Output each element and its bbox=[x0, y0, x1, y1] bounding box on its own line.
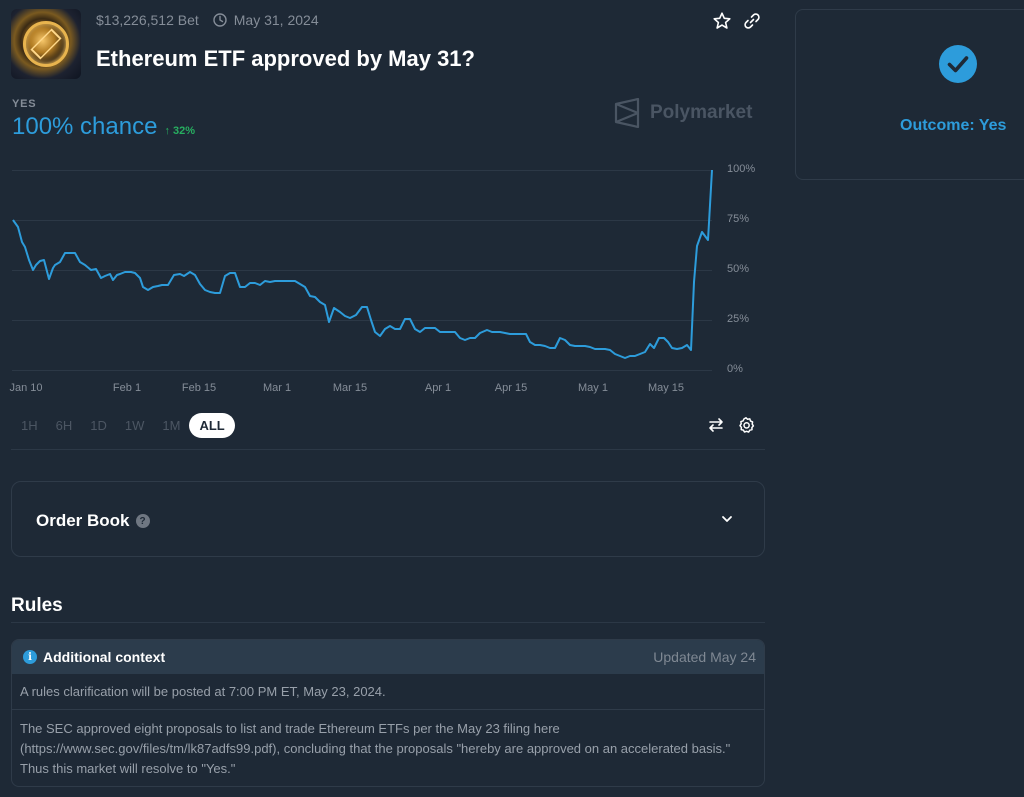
range-1h[interactable]: 1H bbox=[21, 418, 38, 433]
x-tick-label: Feb 1 bbox=[112, 382, 142, 394]
x-tick-label: May 1 bbox=[578, 382, 608, 394]
context-title-text: Additional context bbox=[43, 649, 166, 665]
chevron-down-icon[interactable] bbox=[720, 512, 734, 526]
range-all[interactable]: ALL bbox=[189, 413, 235, 438]
gear-icon[interactable] bbox=[737, 416, 755, 434]
context-title: i Additional context bbox=[23, 649, 165, 665]
order-book-title: Order Book ? bbox=[36, 511, 150, 531]
info-icon: i bbox=[23, 650, 37, 664]
outcome-text: Outcome: Yes bbox=[900, 117, 1007, 134]
x-tick-label: Feb 15 bbox=[181, 382, 217, 394]
market-actions bbox=[712, 11, 762, 31]
price-line bbox=[12, 169, 713, 359]
end-date-text: May 31, 2024 bbox=[233, 12, 319, 28]
y-tick-label: 0% bbox=[727, 363, 743, 375]
divider bbox=[11, 449, 765, 450]
time-range-selector: 1H 6H 1D 1W 1M ALL bbox=[12, 413, 235, 438]
chance-change: ↑ 32% bbox=[164, 125, 196, 137]
market-title: Ethereum ETF approved by May 31? bbox=[96, 46, 475, 71]
range-1m[interactable]: 1M bbox=[162, 418, 181, 433]
range-6h[interactable]: 6H bbox=[55, 418, 73, 433]
chart-tools bbox=[707, 416, 755, 434]
context-clarification: A rules clarification will be posted at … bbox=[12, 674, 764, 710]
market-thumbnail bbox=[11, 9, 81, 79]
y-tick-label: 100% bbox=[727, 163, 756, 175]
divider bbox=[11, 622, 765, 623]
context-updated: Updated May 24 bbox=[653, 649, 756, 665]
order-book-accordion[interactable]: Order Book ? bbox=[11, 481, 765, 557]
volume: $13,226,512 Bet bbox=[96, 12, 199, 28]
rules-heading: Rules bbox=[11, 595, 63, 616]
chart-plot bbox=[12, 169, 713, 371]
clock-icon bbox=[213, 13, 227, 27]
price-chart[interactable]: 100% 75% 50% 25% 0% Jan 10 Feb 1 Feb 15 Mar 1 Ma… bbox=[0, 160, 775, 400]
coin-ring bbox=[23, 21, 69, 67]
context-header: i Additional context Updated May 24 bbox=[12, 640, 764, 674]
link-icon[interactable] bbox=[742, 11, 762, 31]
y-tick-label: 25% bbox=[727, 313, 750, 325]
range-1w[interactable]: 1W bbox=[124, 418, 145, 433]
check-circle-icon bbox=[939, 45, 977, 83]
chance-value: 100% chance bbox=[12, 113, 158, 140]
watermark-text: Polymarket bbox=[650, 102, 753, 123]
polymarket-logo-icon bbox=[614, 98, 640, 128]
star-icon[interactable] bbox=[712, 11, 732, 31]
polymarket-watermark: Polymarket bbox=[614, 98, 752, 128]
x-tick-label: Apr 1 bbox=[424, 382, 452, 394]
x-tick-label: Mar 1 bbox=[262, 382, 292, 394]
market-main: $13,226,512 Bet May 31, 2024 Ethereum ET… bbox=[0, 9, 775, 787]
y-tick-label: 50% bbox=[727, 263, 750, 275]
x-tick-label: Apr 15 bbox=[494, 382, 528, 394]
outcome-label: YES bbox=[12, 98, 37, 110]
y-tick-label: 75% bbox=[727, 213, 750, 225]
additional-context-card: i Additional context Updated May 24 A ru… bbox=[11, 639, 765, 787]
context-body: The SEC approved eight proposals to list… bbox=[20, 721, 731, 776]
x-tick-label: May 15 bbox=[647, 382, 685, 394]
chance-display: 100% chance ↑ 32% bbox=[12, 113, 195, 141]
range-1d[interactable]: 1D bbox=[90, 418, 107, 433]
end-date: May 31, 2024 bbox=[213, 12, 319, 28]
x-tick-label: Mar 15 bbox=[332, 382, 368, 394]
x-tick-label: Jan 10 bbox=[9, 382, 43, 394]
swap-arrows-icon[interactable] bbox=[707, 416, 725, 434]
help-icon[interactable]: ? bbox=[135, 514, 150, 528]
order-book-label: Order Book bbox=[36, 511, 130, 530]
market-meta: $13,226,512 Bet May 31, 2024 bbox=[96, 12, 319, 28]
outcome-card: Outcome: Yes bbox=[795, 9, 1024, 180]
